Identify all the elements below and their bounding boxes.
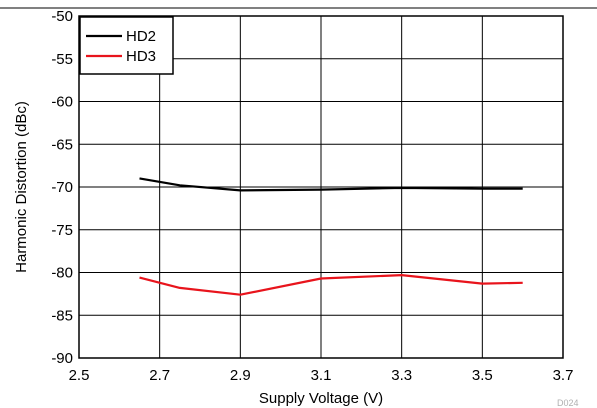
x-tick-label: 2.9 <box>230 367 251 384</box>
legend: HD2 HD3 <box>79 16 174 75</box>
y-tick-label: -65 <box>51 136 73 153</box>
y-tick-label: -50 <box>51 8 73 25</box>
x-tick-label: 3.3 <box>391 367 412 384</box>
legend-label-hd3: HD3 <box>126 48 156 65</box>
y-tick-label: -70 <box>51 179 73 196</box>
x-tick-labels: 2.5 2.7 2.9 3.1 3.3 3.5 3.7 <box>69 367 574 384</box>
x-tick-label: 3.5 <box>472 367 493 384</box>
legend-label-hd2: HD2 <box>126 28 156 45</box>
x-axis-label: Supply Voltage (V) <box>259 390 383 407</box>
series-line-hd3 <box>139 274 523 296</box>
series-layer <box>139 177 523 296</box>
series-line-hd2 <box>139 177 523 192</box>
y-tick-label: -55 <box>51 51 73 68</box>
x-tick-label: 3.1 <box>311 367 332 384</box>
y-axis-label: Harmonic Distortion (dBc) <box>13 101 30 273</box>
plot-frame <box>78 15 564 359</box>
legend-box <box>79 16 174 75</box>
x-tick-label: 2.7 <box>149 367 170 384</box>
y-tick-label: -80 <box>51 265 73 282</box>
y-tick-label: -60 <box>51 94 73 111</box>
y-tick-label: -75 <box>51 222 73 239</box>
x-tick-label: 3.7 <box>553 367 574 384</box>
figure-id-watermark: D024 <box>557 398 579 408</box>
y-tick-labels: -50 -55 -60 -65 -70 -75 -80 -85 -90 <box>51 8 73 367</box>
x-tick-label: 2.5 <box>69 367 90 384</box>
y-tick-label: -85 <box>51 307 73 324</box>
y-tick-label: -90 <box>51 350 73 367</box>
